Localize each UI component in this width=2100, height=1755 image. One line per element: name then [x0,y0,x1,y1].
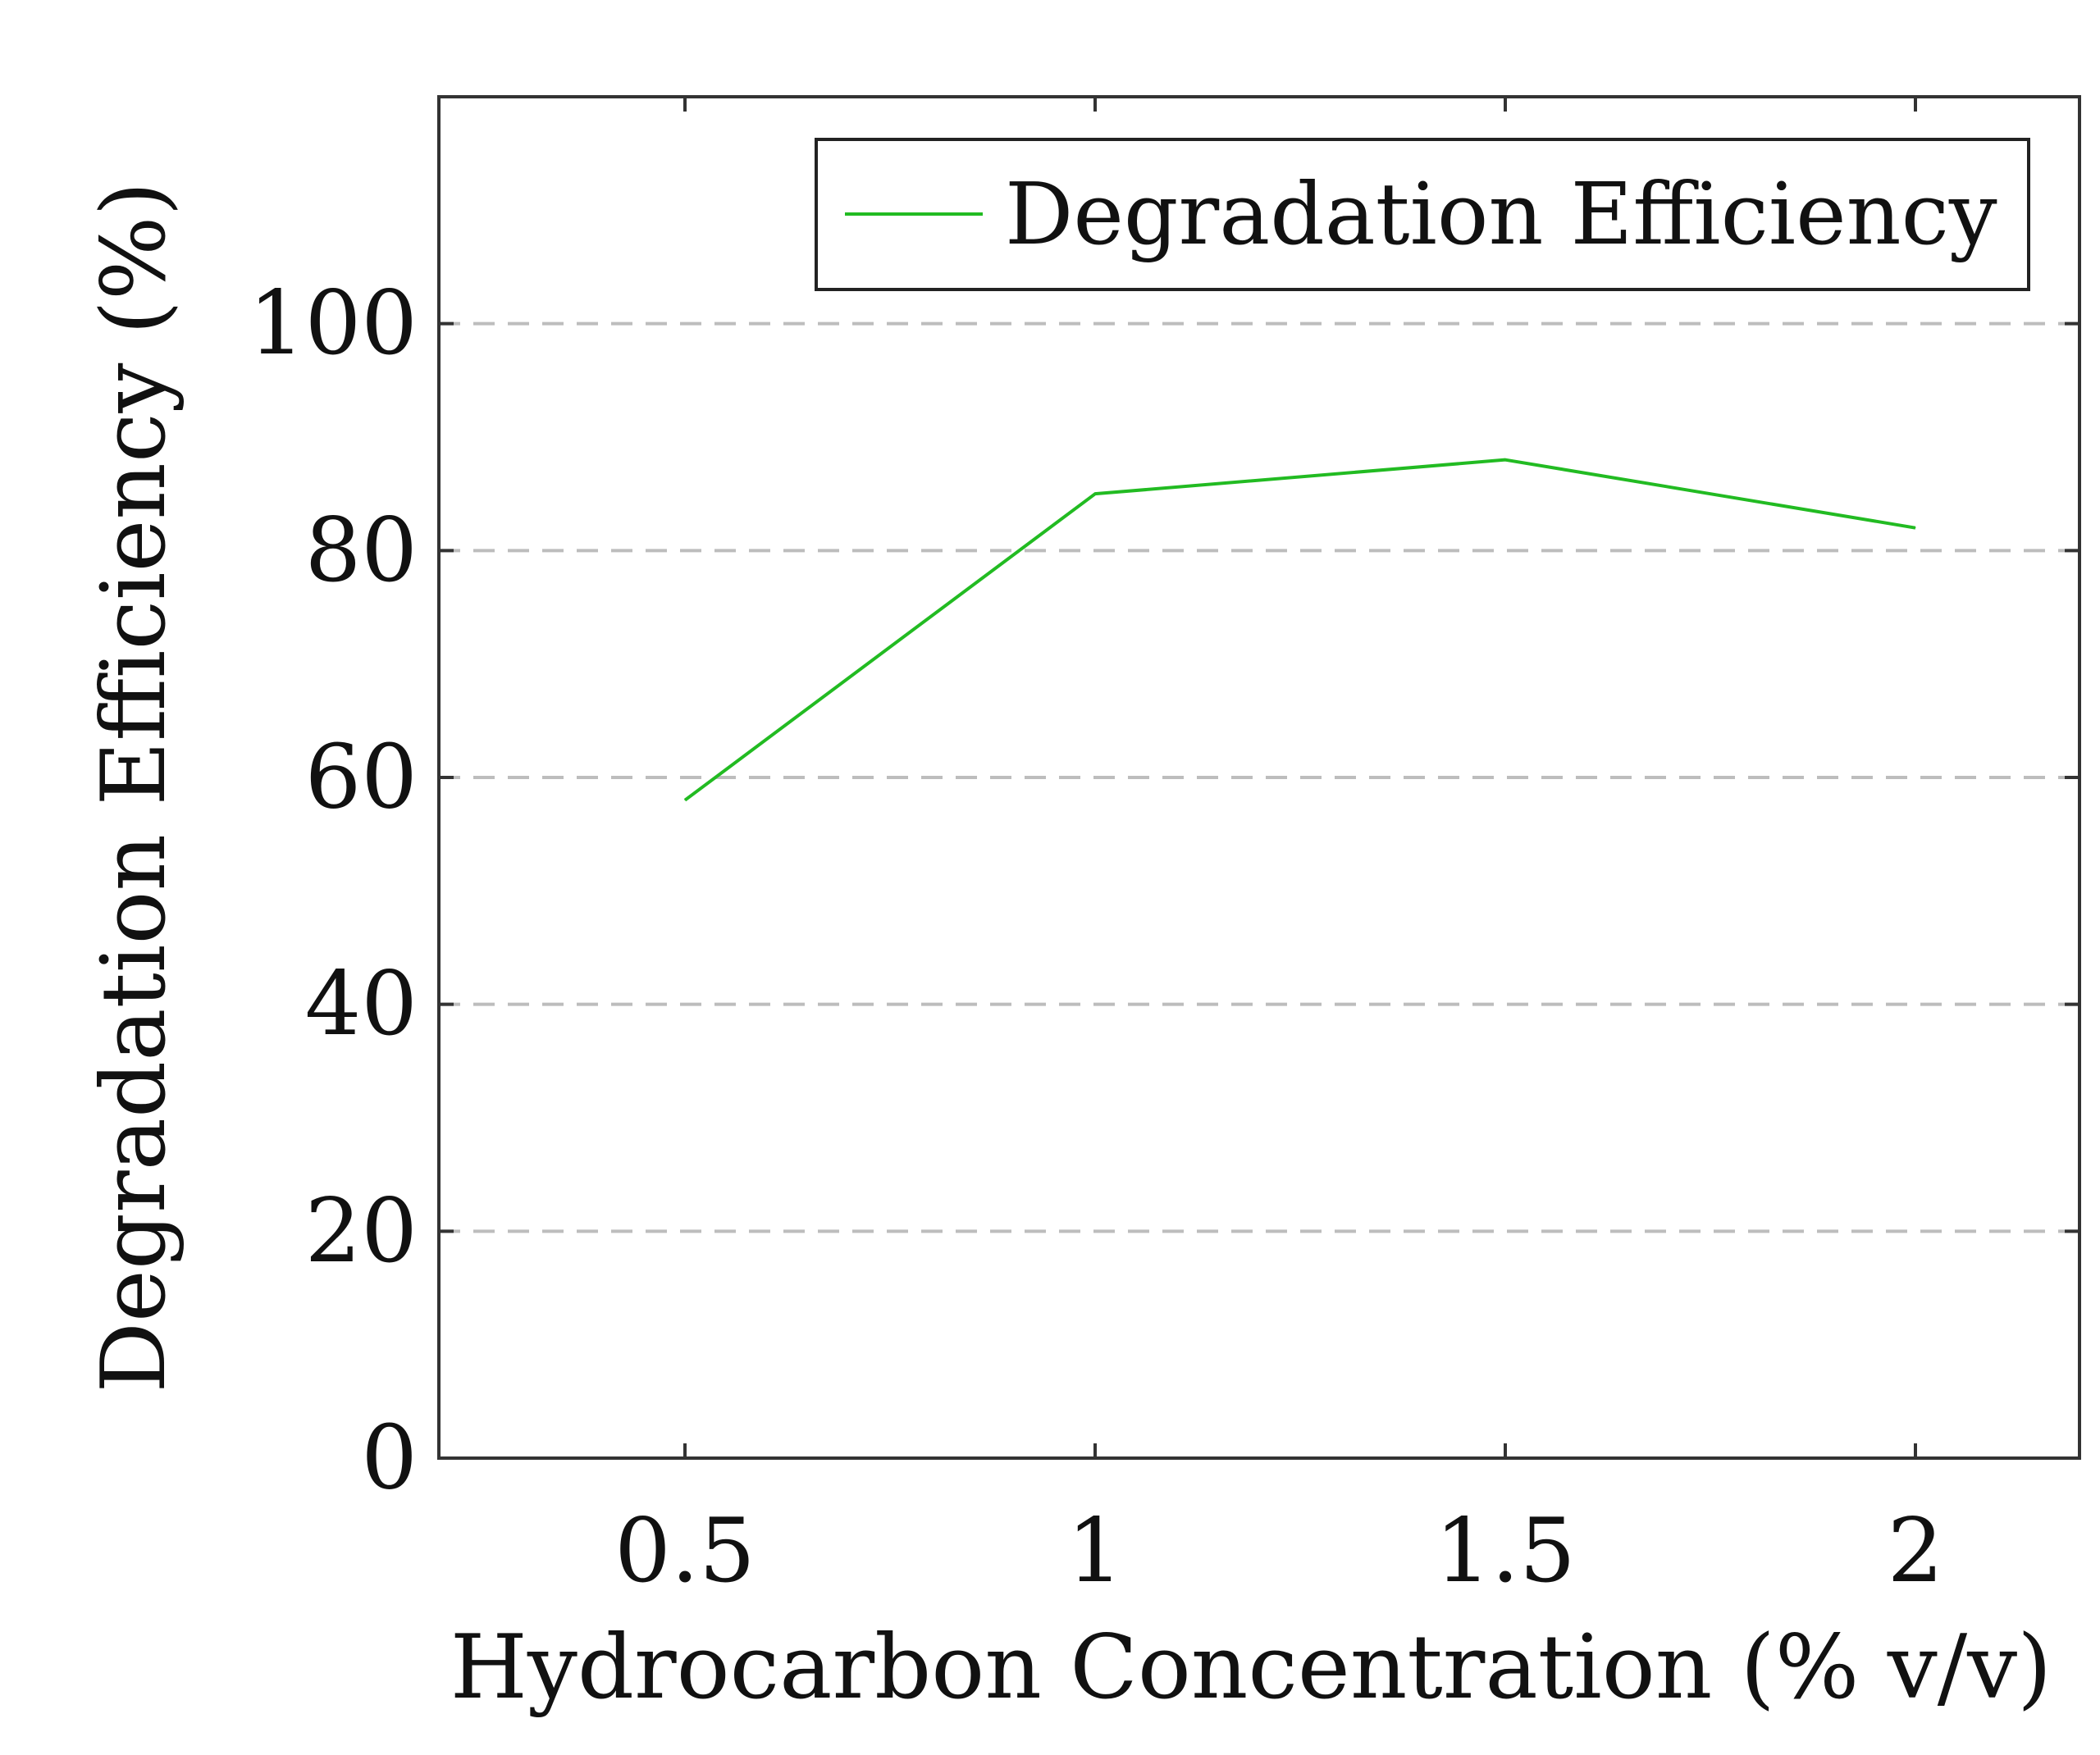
x-axis-label: Hydrocarbon Concentration (% v/v) [450,1616,2052,1719]
data-point [1504,459,1506,461]
legend: Degradation Efficiency [815,138,2030,291]
y-tick-label: 20 [305,1180,418,1283]
series-line-degradation-efficiency [683,458,1916,802]
x-tick-label: 1 [1067,1500,1124,1602]
x-tick-label: 2 [1888,1500,1944,1602]
legend-box [815,138,2030,291]
gridlines [439,321,2079,1233]
series-lines [683,458,1916,802]
y-axis-label: Degradation Efficiency (%) [83,181,185,1393]
y-tick-label: 0 [361,1407,418,1510]
y-tick-label: 80 [305,499,418,602]
tick-labels: 0 20 40 60 80 100 0.5 1 1.5 2 [249,272,1944,1602]
y-tick-label: 40 [305,953,418,1055]
y-tick-label: 100 [249,272,418,375]
data-point [1094,493,1096,495]
y-tick-label: 60 [305,727,418,829]
data-point [1915,527,1916,529]
legend-label: Degradation Efficiency [1005,164,1997,264]
ticks [439,97,2079,1460]
x-tick-label: 1.5 [1435,1500,1576,1602]
x-tick-label: 0.5 [614,1500,756,1602]
